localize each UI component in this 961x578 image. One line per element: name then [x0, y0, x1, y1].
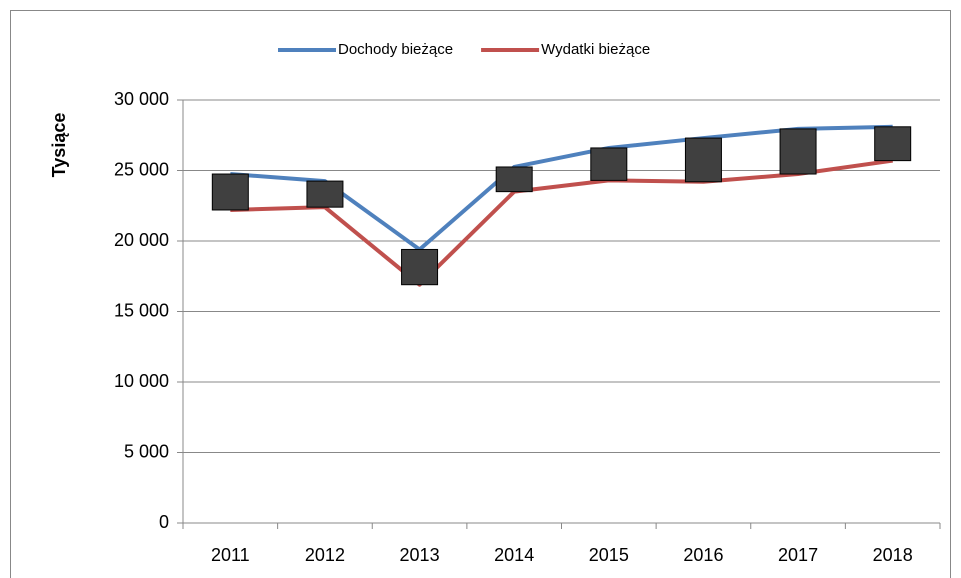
x-tick-label: 2018 [873, 545, 913, 565]
up-down-bar [211, 173, 249, 211]
y-axis-label: Tysiące [49, 113, 69, 178]
x-tick-label: 2017 [778, 545, 818, 565]
y-tick-label: 15 000 [114, 300, 169, 320]
up-down-bar [874, 126, 912, 162]
legend: Dochody bieżące Wydatki bieżące [278, 41, 650, 58]
x-tick-label: 2012 [305, 545, 345, 565]
x-tick-label: 2014 [494, 545, 534, 565]
y-tick-label: 5 000 [124, 441, 169, 461]
y-tick-label: 0 [159, 512, 169, 532]
up-down-bar [306, 180, 344, 208]
x-tick-label: 2015 [589, 545, 629, 565]
chart-frame [10, 10, 951, 578]
y-tick-label: 30 000 [114, 89, 169, 109]
legend-label: Wydatki bieżące [541, 41, 650, 58]
up-down-bar [495, 166, 533, 193]
y-tick-label: 25 000 [114, 159, 169, 179]
up-down-bar [684, 137, 722, 183]
x-tick-label: 2016 [683, 545, 723, 565]
y-tick-label: 10 000 [114, 371, 169, 391]
legend-label: Dochody bieżące [338, 41, 453, 58]
up-down-bar [779, 128, 817, 175]
x-tick-label: 2013 [400, 545, 440, 565]
up-down-bar [590, 147, 628, 181]
x-tick-label: 2011 [211, 545, 250, 565]
series-line [230, 158, 893, 287]
up-down-bar [401, 248, 439, 286]
y-tick-label: 20 000 [114, 230, 169, 250]
